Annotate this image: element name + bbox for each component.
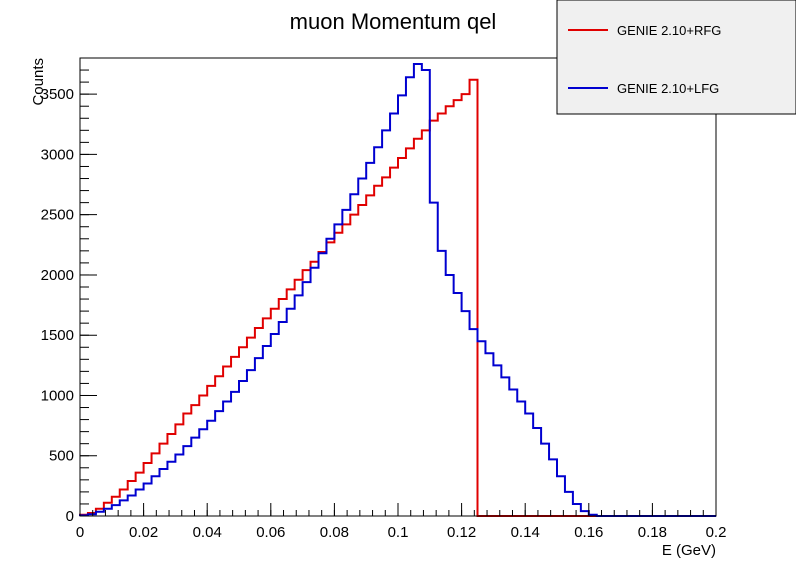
y-tick-label: 2000 (41, 267, 74, 284)
x-tick-label: 0.1 (388, 524, 409, 541)
y-tick-label: 1500 (41, 327, 74, 344)
x-tick-label: 0.18 (638, 524, 667, 541)
y-tick-label: 2500 (41, 207, 74, 224)
x-tick-label: 0.06 (256, 524, 285, 541)
y-axis-label: Counts (30, 58, 47, 106)
x-axis-label: E (GeV) (662, 542, 716, 559)
x-tick-label: 0 (76, 524, 84, 541)
y-tick-label: 3000 (41, 146, 74, 163)
chart-title: muon Momentum qel (290, 9, 497, 34)
y-tick-label: 500 (49, 448, 74, 465)
x-tick-label: 0.14 (511, 524, 540, 541)
x-tick-label: 0.02 (129, 524, 158, 541)
legend: GENIE 2.10+RFG GENIE 2.10+LFG (556, 0, 796, 115)
legend-label: GENIE 2.10+LFG (617, 81, 719, 96)
x-tick-label: 0.16 (574, 524, 603, 541)
series-line-lfg (79, 63, 716, 517)
axes: 0 0.02 0.04 0.06 0.08 0.1 0.12 0.14 0.16 0.18 0.2 0… (41, 57, 727, 541)
legend-box (556, 0, 796, 115)
legend-label: GENIE 2.10+RFG (617, 23, 721, 38)
x-tick-label: 0.12 (447, 524, 476, 541)
y-tick-label: 1000 (41, 387, 74, 404)
y-tick-label: 0 (66, 508, 74, 525)
y-tick-label: 3500 (41, 86, 74, 103)
x-tick-label: 0.2 (706, 524, 727, 541)
x-tick-label: 0.04 (193, 524, 222, 541)
x-tick-label: 0.08 (320, 524, 349, 541)
